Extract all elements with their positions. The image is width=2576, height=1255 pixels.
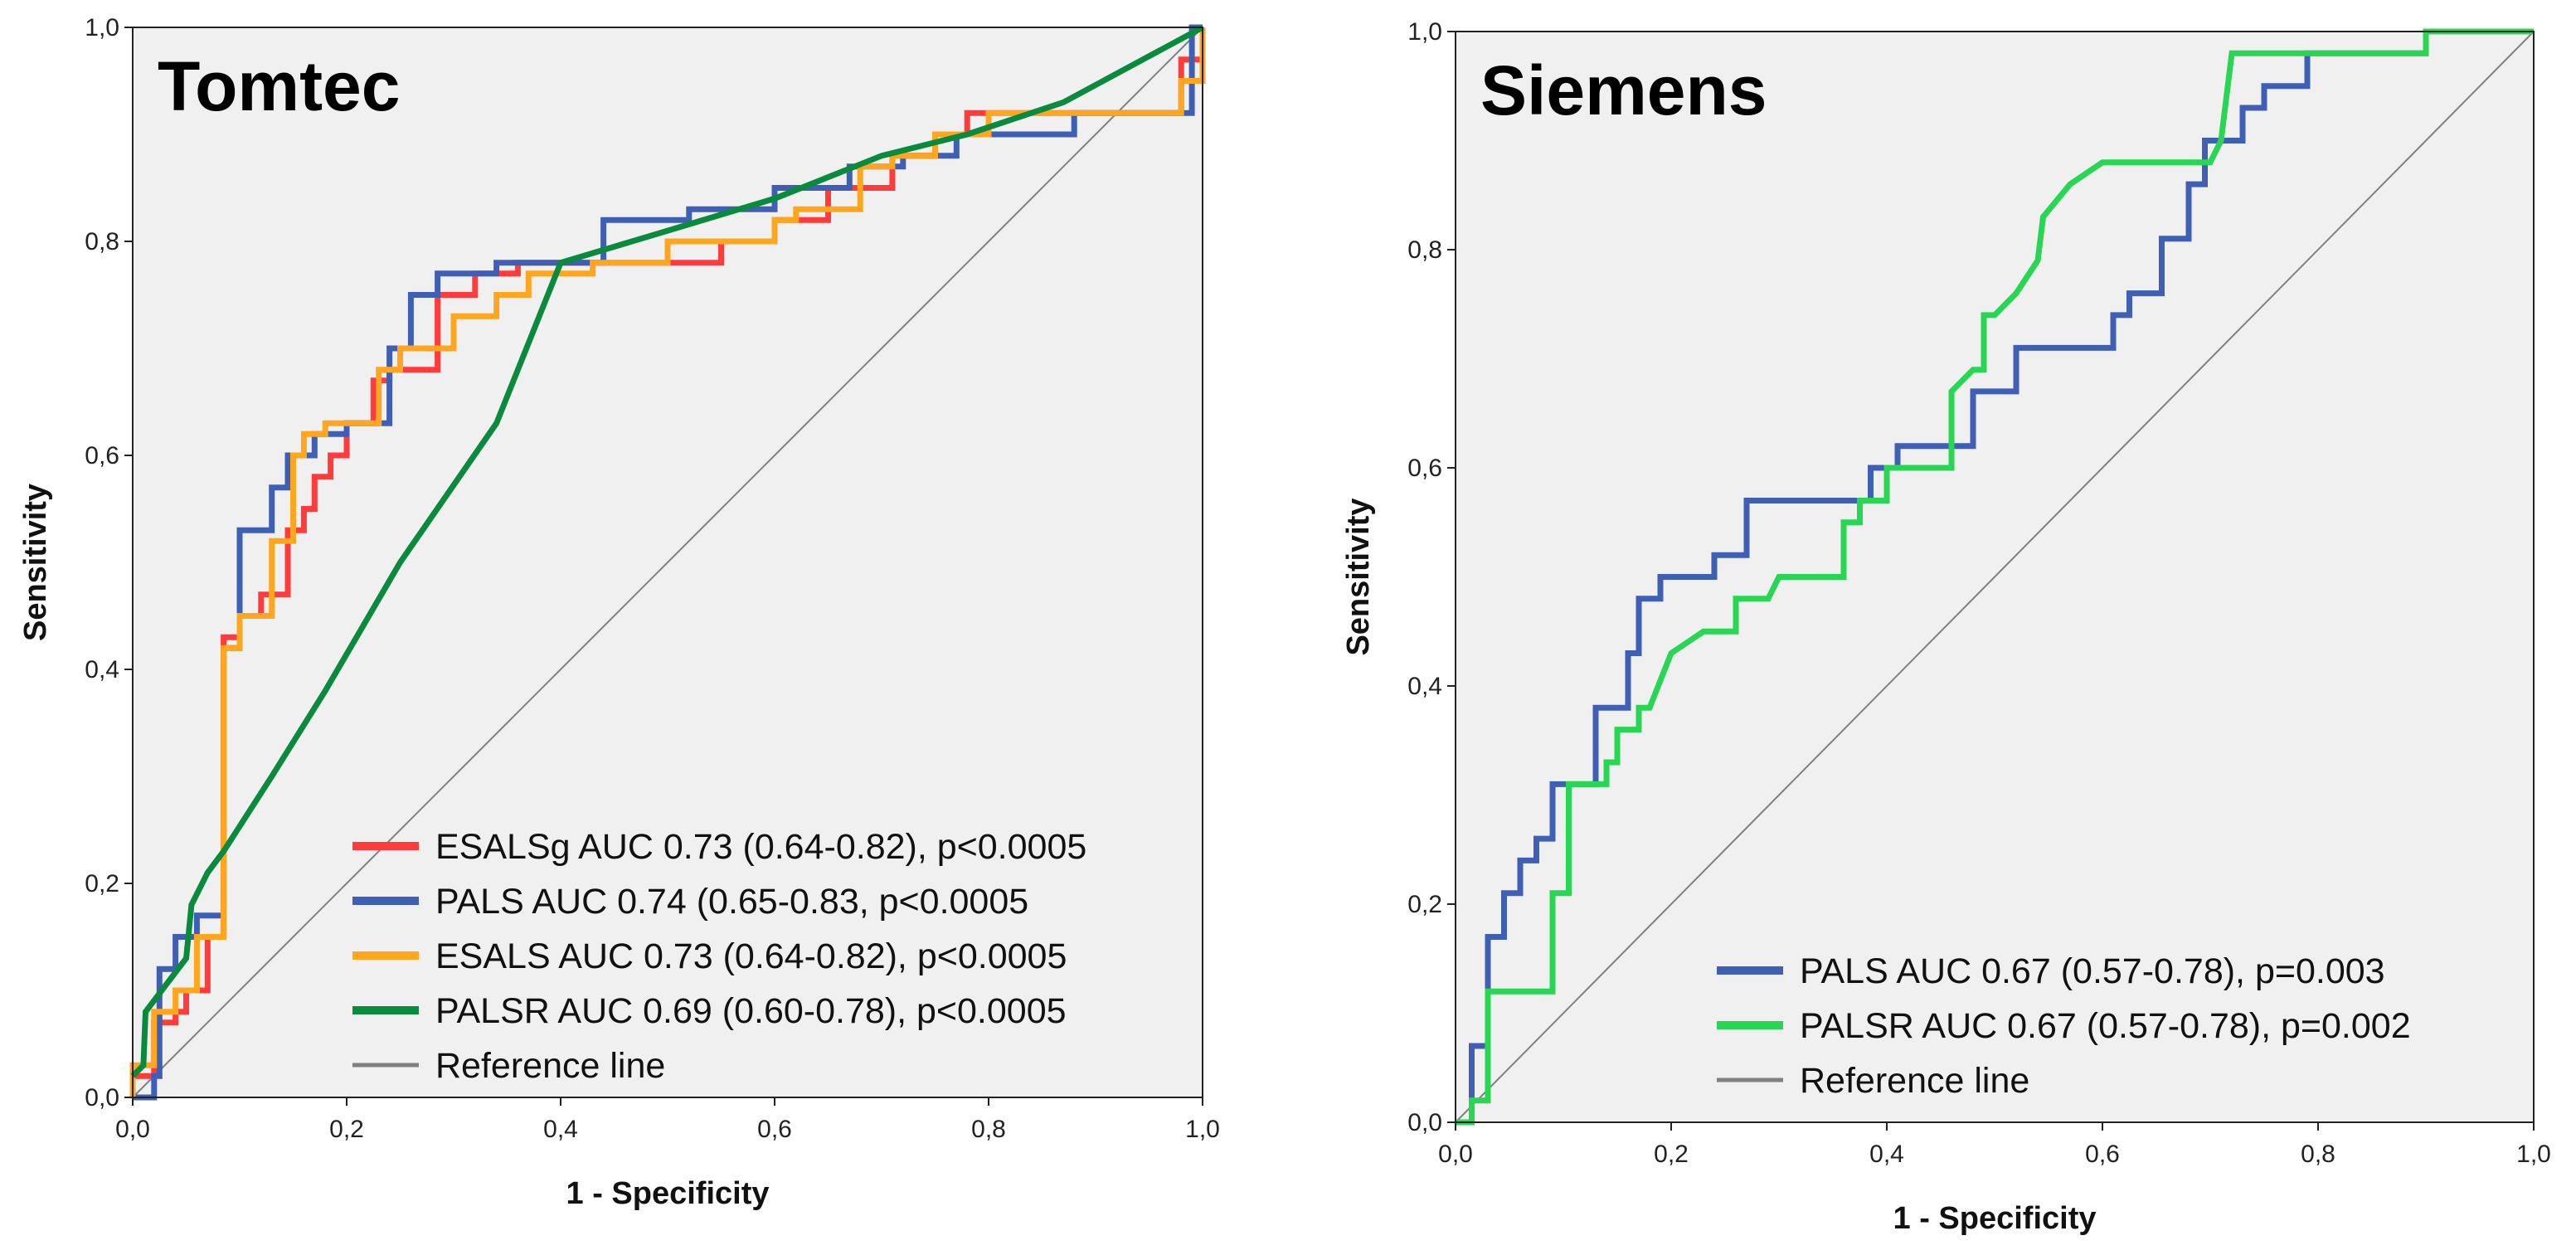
series-line-palsr <box>130 24 1204 1078</box>
legend-entry: PALS AUC 0.74 (0.65-0.83, p<0.0005 <box>435 882 1028 922</box>
y-tick-label: 0,2 <box>85 870 119 897</box>
legend-entry: PALS AUC 0.67 (0.57-0.78), p=0.003 <box>1800 951 2385 991</box>
y-tick-label: 0,2 <box>1407 891 1442 918</box>
x-tick-label: 0,0 <box>115 1116 150 1143</box>
x-tick-label: 1,0 <box>1185 1116 1220 1143</box>
series-line-palsr <box>1456 28 2534 1126</box>
chart-panel-0: 0,0 0,2 0,4 0,6 0,8 1,0 0,0 0,2 0,4 0,6 0,8 1,0 1 - … <box>18 14 1220 1211</box>
y-tick-label: 1,0 <box>1407 18 1442 46</box>
reference-line <box>132 27 1203 1098</box>
y-tick-label: 0,8 <box>85 228 119 255</box>
x-tick-label: 0,0 <box>1438 1141 1473 1168</box>
x-axis-title: 1 - Specificity <box>566 1176 770 1211</box>
x-tick-label: 1,0 <box>2516 1141 2551 1168</box>
y-tick-label: 0,4 <box>1407 673 1442 700</box>
x-tick-label: 0,2 <box>329 1116 364 1143</box>
x-tick-label: 0,4 <box>543 1116 578 1143</box>
legend-entry: Reference line <box>435 1046 665 1086</box>
y-tick-label: 0,8 <box>1407 236 1442 264</box>
x-tick-label: 0,6 <box>757 1116 792 1143</box>
plot-frame <box>132 27 1203 1098</box>
y-tick-label: 0,4 <box>85 656 119 683</box>
legend-entry: PALSR AUC 0.67 (0.57-0.78), p=0.002 <box>1800 1006 2411 1046</box>
chart-panel-1: 0,0 0,2 0,4 0,6 0,8 1,0 0,0 0,2 0,4 0,6 0,8 1,0 1 - … <box>1341 18 2551 1236</box>
legend-entry: ESALS AUC 0.73 (0.64-0.82), p<0.0005 <box>435 936 1067 976</box>
legend-entry: Reference line <box>1800 1061 2029 1101</box>
y-axis-title: Sensitivity <box>1341 498 1376 655</box>
chart-title: Siemens <box>1480 51 1767 129</box>
plot-frame <box>1455 31 2535 1123</box>
x-tick-label: 0,6 <box>2085 1141 2120 1168</box>
y-tick-label: 0,0 <box>1407 1109 1442 1136</box>
y-tick-label: 0,6 <box>1407 455 1442 482</box>
y-tick-label: 0,0 <box>85 1084 119 1112</box>
x-tick-label: 0,4 <box>1869 1141 1904 1168</box>
series-line-esals <box>129 27 1206 1097</box>
x-tick-label: 0,8 <box>2301 1141 2335 1168</box>
y-axis-title: Sensitivity <box>18 484 53 641</box>
reference-line <box>1455 31 2535 1123</box>
chart-title: Tomtec <box>158 47 400 125</box>
x-axis-title: 1 - Specificity <box>1893 1201 2097 1236</box>
y-tick-label: 0,6 <box>85 442 119 469</box>
legend-entry: PALSR AUC 0.69 (0.60-0.78), p<0.0005 <box>435 991 1067 1031</box>
x-tick-label: 0,2 <box>1654 1141 1689 1168</box>
legend-entry: ESALSg AUC 0.73 (0.64-0.82), p<0.0005 <box>435 827 1086 867</box>
x-tick-label: 0,8 <box>971 1116 1006 1143</box>
y-tick-label: 1,0 <box>85 14 119 41</box>
